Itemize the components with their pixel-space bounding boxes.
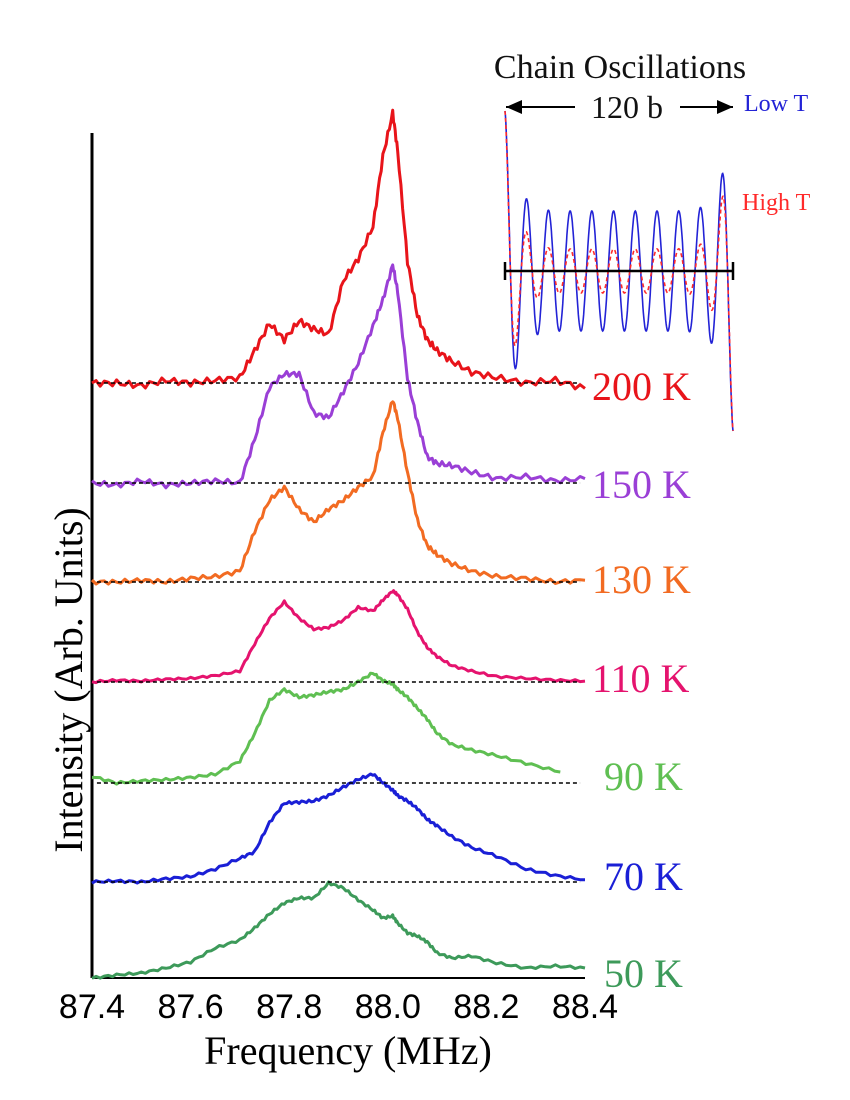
y-axis-title: Intensity (Arb. Units) — [46, 507, 91, 853]
chain-axis — [503, 262, 735, 280]
spectra-traces — [90, 108, 586, 980]
temp-label: 70 K — [604, 854, 683, 899]
trace-110k — [91, 589, 586, 685]
temp-label: 110 K — [592, 656, 690, 701]
trace-50k — [91, 880, 586, 980]
trace-150k — [91, 263, 586, 490]
baselines — [96, 382, 581, 883]
x-tick-label: 88.4 — [552, 988, 618, 1026]
span-arrow — [506, 100, 733, 114]
trace-70k — [91, 772, 586, 885]
high-t-label: High T — [742, 190, 811, 216]
trace-200k — [91, 108, 586, 391]
temp-label: 150 K — [592, 462, 691, 507]
temp-label: 50 K — [604, 951, 683, 996]
trace-90k — [91, 671, 561, 786]
x-axis-title: Frequency (MHz) — [204, 1028, 492, 1073]
temperature-labels: 200 K 150 K 130 K 110 K 90 K 70 K 50 K — [592, 364, 691, 996]
x-tick-label: 88.2 — [453, 988, 519, 1026]
temp-label: 130 K — [592, 557, 691, 602]
axes — [90, 133, 585, 979]
span-label: 120 b — [591, 89, 663, 125]
inset-title: Chain Oscillations — [494, 49, 746, 86]
x-tick-label: 87.6 — [158, 988, 224, 1026]
trace-130k — [90, 400, 586, 586]
temp-label: 200 K — [592, 364, 691, 409]
x-tick-label: 88.0 — [355, 988, 421, 1026]
temp-label: 90 K — [604, 754, 683, 799]
chain-oscillations-inset: Chain Oscillations 120 b Low T High T — [494, 49, 811, 432]
x-tick-labels: 87.4 87.6 87.8 88.0 88.2 88.4 — [59, 988, 618, 1026]
x-tick-label: 87.8 — [256, 988, 322, 1026]
x-tick-label: 87.4 — [59, 988, 125, 1026]
low-t-label: Low T — [744, 91, 809, 117]
